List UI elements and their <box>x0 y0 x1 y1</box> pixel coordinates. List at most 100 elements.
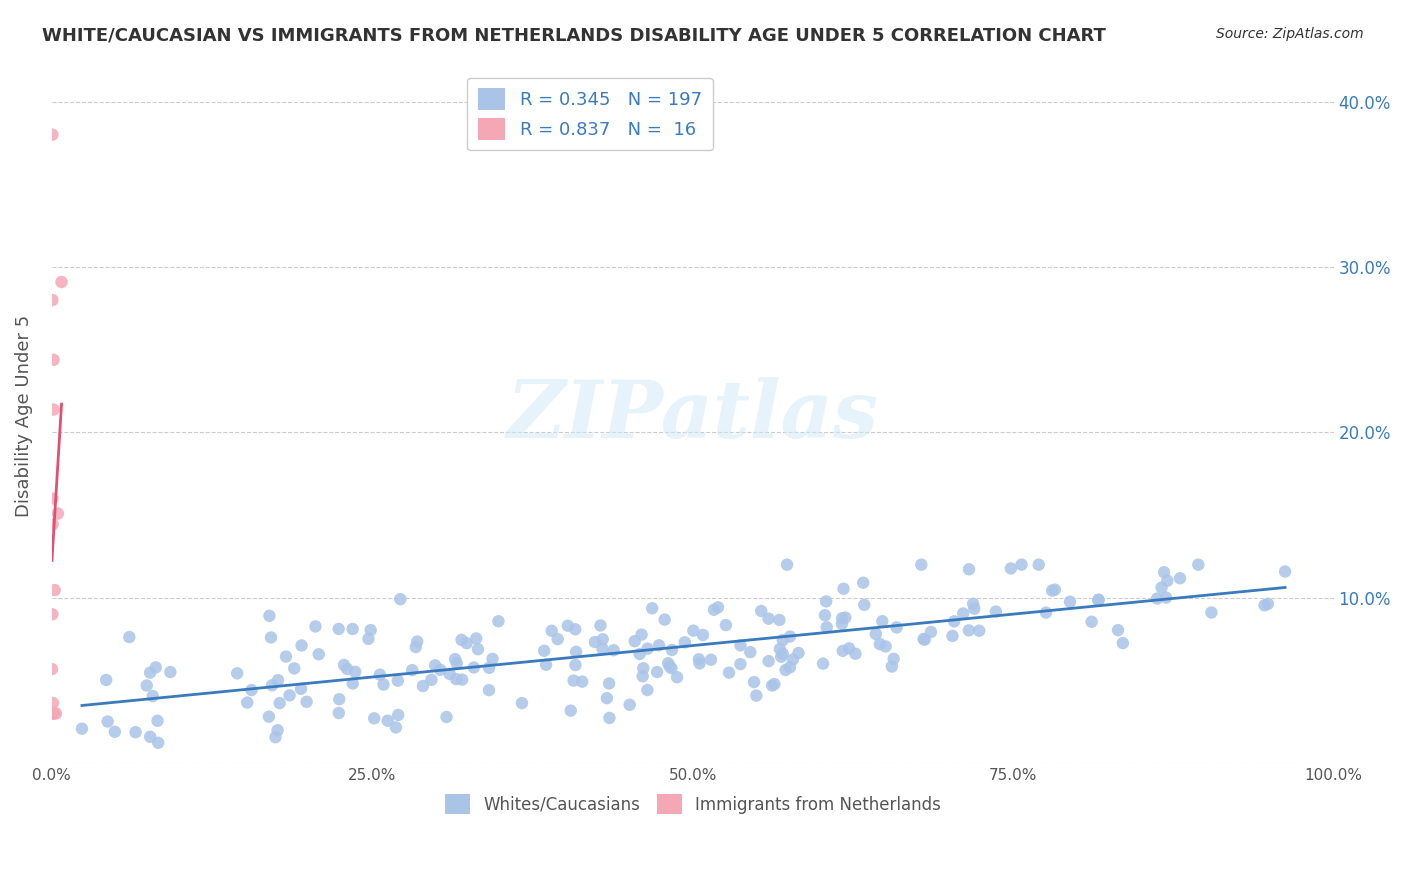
Point <box>831 611 853 625</box>
Point <box>745 689 768 703</box>
Point <box>41 706 63 721</box>
Point <box>872 614 894 628</box>
Point <box>342 622 364 636</box>
Point <box>135 679 157 693</box>
Point <box>631 669 654 683</box>
Point <box>682 624 704 638</box>
Point <box>742 675 765 690</box>
Point <box>661 661 683 675</box>
Point <box>623 634 645 648</box>
Point <box>266 723 288 738</box>
Point <box>328 622 350 636</box>
Point <box>467 642 489 657</box>
Point <box>688 652 710 666</box>
Point <box>41 293 63 307</box>
Point <box>1257 597 1279 611</box>
Point <box>377 714 399 728</box>
Point <box>488 614 510 628</box>
Point <box>776 558 799 572</box>
Point <box>264 730 287 744</box>
Point <box>478 661 501 675</box>
Point <box>1187 558 1209 572</box>
Point <box>831 644 853 658</box>
Point <box>815 594 838 608</box>
Point <box>363 711 385 725</box>
Point <box>139 730 162 744</box>
Point <box>834 610 856 624</box>
Point <box>344 665 367 679</box>
Point <box>984 605 1007 619</box>
Point <box>912 632 935 646</box>
Point <box>104 724 127 739</box>
Point <box>772 647 794 661</box>
Point <box>387 708 409 723</box>
Point <box>583 635 606 649</box>
Point <box>146 714 169 728</box>
Point <box>148 736 170 750</box>
Point <box>1080 615 1102 629</box>
Point <box>602 643 624 657</box>
Point <box>838 641 860 656</box>
Point <box>952 607 974 621</box>
Point <box>139 665 162 680</box>
Point <box>1201 606 1223 620</box>
Point <box>910 558 932 572</box>
Point <box>96 673 118 687</box>
Point <box>463 660 485 674</box>
Point <box>1035 606 1057 620</box>
Point <box>290 681 312 696</box>
Point <box>645 665 668 679</box>
Point <box>41 517 63 532</box>
Point <box>673 635 696 649</box>
Point <box>429 663 451 677</box>
Point <box>654 613 676 627</box>
Point <box>46 507 69 521</box>
Point <box>547 632 569 647</box>
Point <box>1274 565 1296 579</box>
Point <box>260 631 283 645</box>
Point <box>423 658 446 673</box>
Point <box>41 706 63 721</box>
Point <box>42 402 65 417</box>
Point <box>886 620 908 634</box>
Point <box>782 652 804 666</box>
Point <box>465 632 488 646</box>
Point <box>1043 582 1066 597</box>
Point <box>481 652 503 666</box>
Point <box>1154 591 1177 605</box>
Point <box>1028 558 1050 572</box>
Point <box>439 667 461 681</box>
Point <box>853 598 876 612</box>
Point <box>1150 581 1173 595</box>
Point <box>540 624 562 638</box>
Point <box>865 627 887 641</box>
Point <box>97 714 120 729</box>
Point <box>787 646 810 660</box>
Point <box>957 624 980 638</box>
Point <box>689 657 711 671</box>
Point <box>1253 599 1275 613</box>
Point <box>450 632 472 647</box>
Point <box>1040 583 1063 598</box>
Point <box>360 623 382 637</box>
Point <box>779 630 801 644</box>
Point <box>1087 593 1109 607</box>
Point <box>406 634 429 648</box>
Point <box>596 691 619 706</box>
Point <box>875 640 897 654</box>
Point <box>666 670 689 684</box>
Point <box>42 696 65 710</box>
Point <box>1153 566 1175 580</box>
Point <box>42 352 65 367</box>
Point <box>328 706 350 720</box>
Point <box>51 275 73 289</box>
Point <box>274 649 297 664</box>
Y-axis label: Disability Age Under 5: Disability Age Under 5 <box>15 315 32 517</box>
Point <box>589 618 612 632</box>
Point <box>444 672 467 686</box>
Point <box>1011 558 1033 572</box>
Point <box>534 657 557 672</box>
Point <box>763 677 786 691</box>
Point <box>657 656 679 670</box>
Point <box>333 658 356 673</box>
